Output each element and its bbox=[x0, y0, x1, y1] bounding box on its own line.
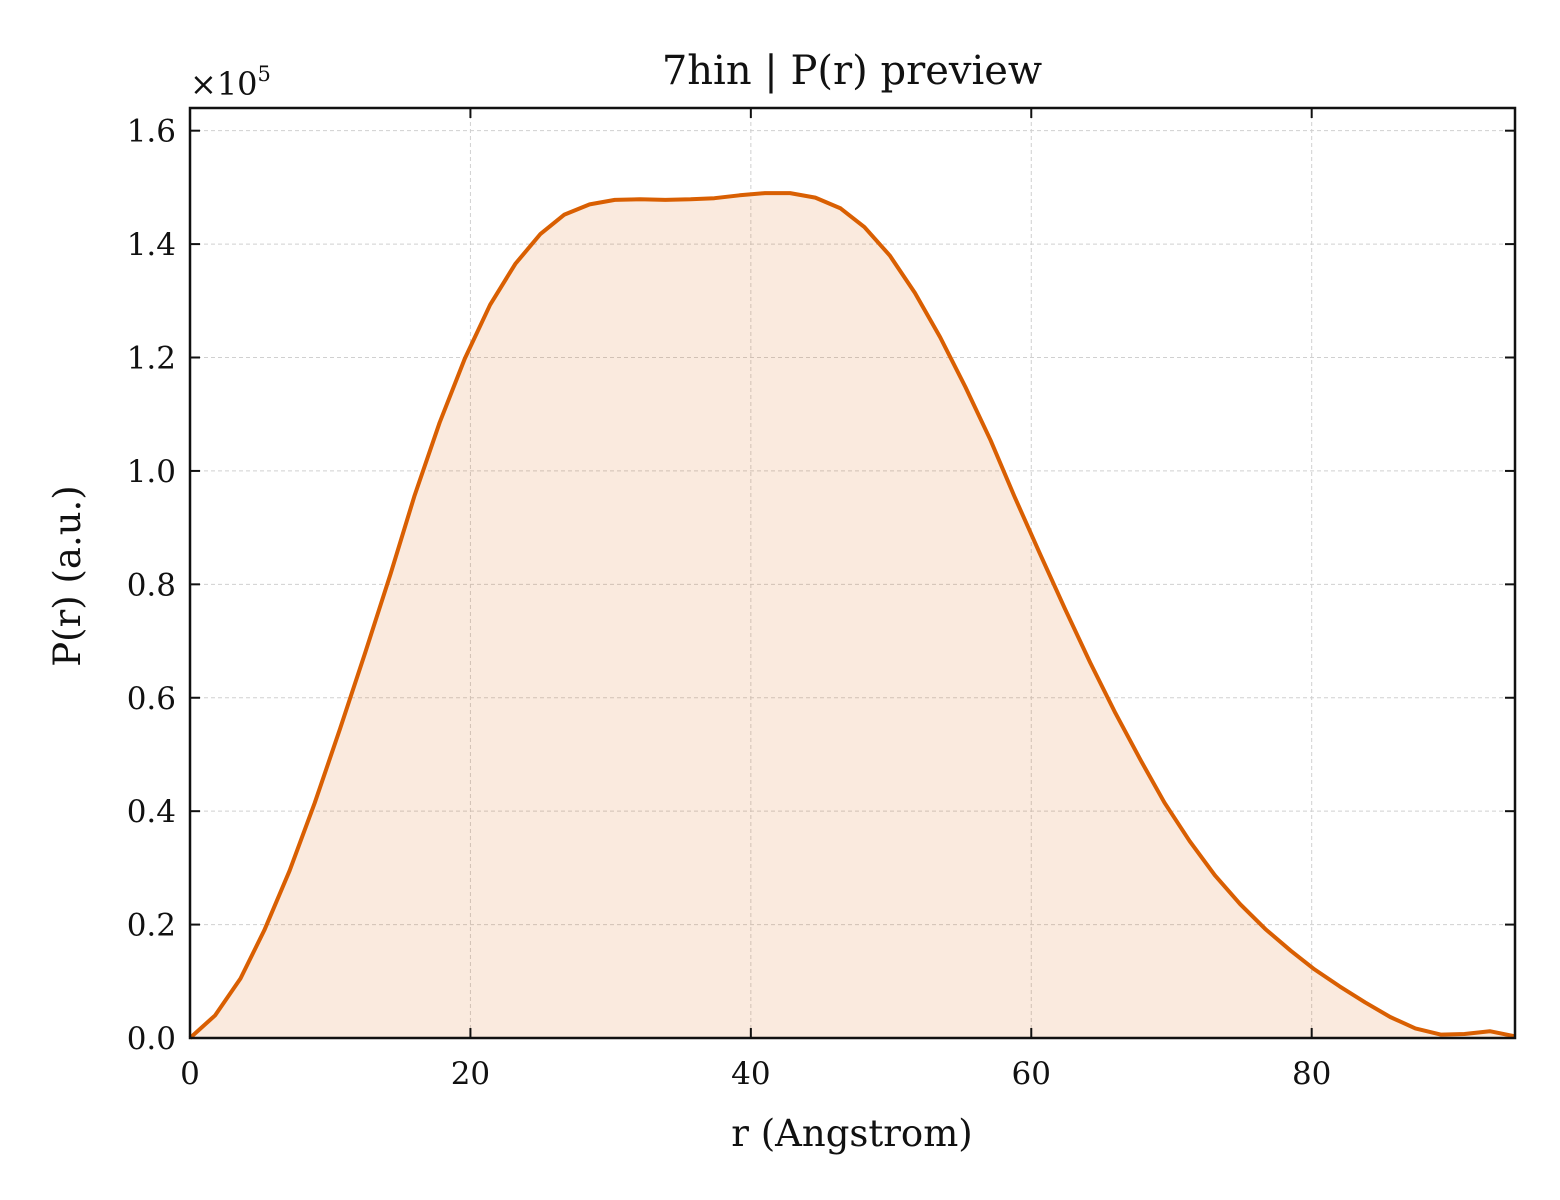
chart-title: 7hin | P(r) preview bbox=[662, 48, 1042, 94]
tick-labels: 0 20 40 60 80 0.0 0.2 0.4 0.6 0.8 1.0 1.2 1.4 1.6 bbox=[127, 114, 1332, 1092]
x-tick-label: 80 bbox=[1292, 1056, 1331, 1092]
x-tick-label: 0 bbox=[180, 1056, 200, 1092]
y-axis-title: P(r) (a.u.) bbox=[46, 485, 89, 667]
y-tick-label: 1.6 bbox=[127, 114, 176, 150]
y-offset-exponent: 5 bbox=[258, 62, 271, 86]
y-tick-label: 0.6 bbox=[127, 681, 176, 717]
x-axis-title: r (Angstrom) bbox=[731, 1112, 972, 1155]
svg-text:×105: ×105 bbox=[190, 62, 271, 103]
area-fill bbox=[190, 193, 1515, 1039]
y-tick-label: 1.2 bbox=[127, 341, 176, 377]
axes-frame bbox=[188, 106, 1517, 1040]
y-tick-label: 1.0 bbox=[127, 454, 176, 490]
x-tick-label: 20 bbox=[451, 1056, 490, 1092]
ticks bbox=[189, 108, 1515, 1039]
x-tick-label: 40 bbox=[731, 1056, 770, 1092]
plot-area bbox=[188, 191, 1516, 1040]
y-tick-label: 0.2 bbox=[127, 908, 176, 944]
y-tick-label: 0.4 bbox=[127, 794, 176, 830]
y-tick-label: 0.0 bbox=[127, 1021, 176, 1057]
x-tick-label: 60 bbox=[1012, 1056, 1051, 1092]
y-offset-label: ×105 bbox=[190, 62, 271, 103]
y-tick-label: 0.8 bbox=[127, 567, 176, 603]
series-line bbox=[188, 191, 1516, 1040]
y-tick-label: 1.4 bbox=[127, 227, 176, 263]
y-offset-base: ×10 bbox=[190, 65, 258, 103]
